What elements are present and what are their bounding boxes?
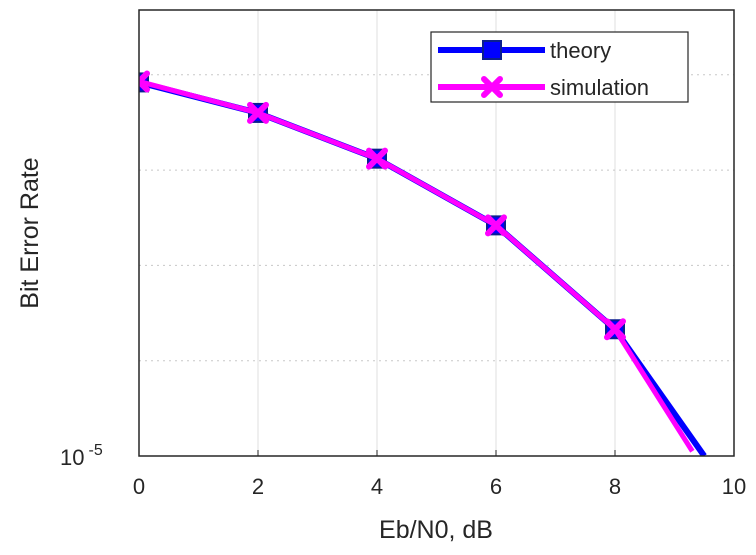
x-tick-label: 8 — [609, 474, 621, 499]
legend-label: theory — [550, 38, 611, 63]
y-axis-label: Bit Error Rate — [16, 157, 44, 308]
series-theory — [139, 72, 707, 456]
x-ticks: 0 2 4 6 8 10 — [133, 450, 746, 499]
marker-x — [485, 214, 507, 237]
x-tick-label: 6 — [490, 474, 502, 499]
marker-x — [139, 70, 150, 93]
legend-marker-square — [482, 40, 502, 60]
marker-x — [366, 147, 388, 170]
y-tick-label: 10 -5 — [60, 442, 103, 470]
marker-x — [247, 101, 269, 124]
x-tick-label: 0 — [133, 474, 145, 499]
x-tick-label: 2 — [252, 474, 264, 499]
legend-entries: theory simulation — [438, 38, 649, 100]
legend-marker-x — [481, 76, 503, 98]
legend-entry-simulation: simulation — [438, 75, 649, 100]
plot-frame — [138, 9, 735, 457]
x-tick-label: 4 — [371, 474, 383, 499]
series-layer — [139, 70, 707, 456]
legend-entry-theory: theory — [438, 38, 611, 63]
legend: theory simulation — [430, 31, 689, 103]
x-tick-label: 10 — [722, 474, 746, 499]
marker-x — [604, 318, 626, 341]
y-tick-exponent: -5 — [88, 442, 102, 459]
y-tick-base: 10 — [60, 445, 84, 470]
series-line-simulation — [139, 79, 695, 453]
legend-box — [430, 31, 689, 103]
series-simulation — [139, 70, 695, 453]
legend-label: simulation — [550, 75, 649, 100]
series-line-theory — [139, 79, 707, 456]
x-axis-label: Eb/N0, dB — [379, 516, 493, 544]
